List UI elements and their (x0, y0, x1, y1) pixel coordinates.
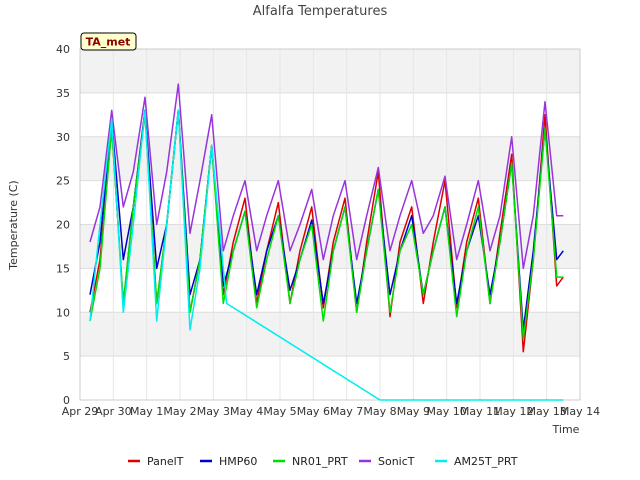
background-band (80, 49, 580, 93)
y-tick-label: 25 (56, 175, 70, 188)
legend-label-panelt: PanelT (147, 455, 184, 468)
y-tick-label: 20 (56, 219, 70, 232)
plot-area-border (79, 48, 581, 401)
y-tick-label: 10 (56, 306, 70, 319)
series-lines (89, 83, 564, 401)
x-tick-label: May 1 (130, 405, 163, 418)
x-tick-label: May 6 (297, 405, 330, 418)
x-axis-title: Time (552, 423, 580, 436)
ta-met-badge: TA_met (80, 32, 137, 51)
x-tick-label: May 13 (527, 405, 567, 418)
x-tick-label: May 8 (363, 405, 396, 418)
y-tick-label: 5 (63, 350, 70, 363)
x-tick-label: Apr 30 (95, 405, 132, 418)
x-tick-label: May 11 (460, 405, 500, 418)
background-band (80, 92, 580, 137)
x-tick-label: May 7 (330, 405, 363, 418)
x-tick-label: May 12 (493, 405, 533, 418)
x-tick-label: May 5 (263, 405, 296, 418)
background-band (80, 136, 580, 181)
y-tick-label: 40 (56, 43, 70, 56)
x-tick-label: May 9 (397, 405, 430, 418)
y-axis-title: Temperature (C) (7, 180, 20, 270)
y-tick-label: 15 (56, 262, 70, 275)
series-line-sonict (89, 83, 564, 270)
x-tick-label: May 3 (197, 405, 230, 418)
legend-label-sonict: SonicT (378, 455, 415, 468)
x-tick-label: May 2 (163, 405, 196, 418)
x-tick-label: Apr 29 (62, 405, 99, 418)
y-tick-label: 35 (56, 87, 70, 100)
legend-label-am25t-prt: AM25T_PRT (454, 455, 518, 468)
background-band (80, 356, 580, 400)
legend: PanelT HMP60 NR01_PRT SonicT AM25T_PRT (128, 455, 518, 468)
series-line-am25t-prt (89, 109, 564, 401)
y-tick-label: 30 (56, 131, 70, 144)
background-band (80, 312, 580, 357)
y-tick-labels: 0 5 10 15 20 25 30 35 40 (56, 43, 70, 407)
chart-title: Alfalfa Temperatures (253, 4, 388, 19)
badge-label: TA_met (86, 36, 131, 49)
y-tick-label: 0 (63, 394, 70, 407)
x-tick-label: May 14 (560, 405, 600, 418)
legend-label-nr01-prt: NR01_PRT (292, 455, 348, 468)
x-tick-label: May 10 (427, 405, 467, 418)
x-tick-label: May 4 (230, 405, 263, 418)
legend-label-hmp60: HMP60 (219, 455, 257, 468)
